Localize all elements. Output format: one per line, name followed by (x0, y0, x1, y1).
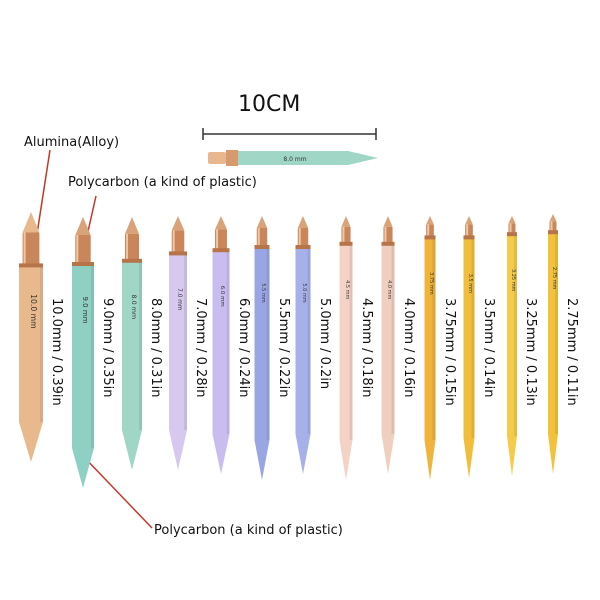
polycarbon-top-label: Polycarbon (a kind of plastic) (68, 175, 257, 190)
needle-marking: 3.5 mm (467, 274, 473, 293)
scale-label: 10CM (238, 92, 301, 117)
needle-10: 3.75 mm (424, 216, 436, 480)
polycarbon-bottom-label: Polycarbon (a kind of plastic) (154, 523, 343, 538)
needle-13: 2.75 mm (548, 214, 558, 474)
needle-marking: 5.0 mm (301, 283, 307, 302)
needle-marking: 8.0 mm (130, 294, 138, 319)
needle-5: 6.0 mm (212, 216, 230, 474)
needle-marking: 9.0 mm (81, 296, 90, 323)
needle-4: 7.0 mm (169, 216, 187, 470)
needle-marking: 4.0 mm (386, 280, 392, 299)
needle-marking: 6.0 mm (219, 286, 225, 307)
needle-size-label: 7.0mm / 0.28in (193, 298, 208, 398)
needle-1: 10.0 mm (19, 212, 43, 462)
needle-size-label: 10.0mm / 0.39in (49, 298, 64, 406)
needle-9: 4.0 mm (381, 216, 395, 474)
needle-size-label: 3.5mm / 0.14in (480, 298, 496, 398)
needle-12: 3.25 mm (507, 216, 517, 476)
needle-3: 8.0 mm (122, 217, 142, 470)
needle-size-label: 8.0mm / 0.31in (148, 298, 163, 398)
needle-6: 5.5 mm (254, 216, 270, 480)
needle-marking: 5.5 mm (260, 283, 266, 302)
sample-needle (208, 150, 378, 166)
alloy-label: Alumina(Alloy) (24, 135, 120, 150)
sample-needle-marking: 8.0 mm (283, 156, 306, 163)
needle-size-label: 3.25mm / 0.13in (523, 298, 538, 406)
needle-marking: 4.5 mm (344, 280, 350, 299)
needle-marking: 10.0 mm (29, 294, 38, 328)
scale-bar (202, 128, 377, 140)
needle-11: 3.5 mm (463, 216, 475, 478)
needle-size-label: 5.5mm / 0.22in (275, 298, 291, 398)
needle-size-label: 2.75mm / 0.11in (564, 298, 579, 406)
needle-8: 4.5 mm (339, 216, 353, 480)
needle-marking: 3.25 mm (510, 269, 516, 292)
needle-marking: 3.75 mm (428, 272, 434, 295)
needle-size-label: 4.5mm / 0.18in (358, 298, 374, 398)
needle-marking: 7.0 mm (176, 288, 182, 311)
needle-size-label: 4.0mm / 0.16in (400, 298, 416, 398)
needle-group: 10.0 mm 9.0 mm 8.0 mm 7.0 mm 6.0 mm 5.5 mm 5.0… (19, 212, 558, 488)
needle-size-label: 6.0mm / 0.24in (235, 298, 251, 398)
needle-2: 9.0 mm (72, 217, 94, 488)
needle-marking: 2.75 mm (551, 267, 557, 290)
needle-size-label: 5.0mm / 0.2in (316, 298, 332, 390)
needle-size-label: 9.0mm / 0.35in (100, 298, 115, 398)
polycarbon-bottom-pointer-line (81, 454, 153, 529)
needle-size-label: 3.75mm / 0.15in (441, 298, 457, 406)
needle-7: 5.0 mm (295, 216, 311, 474)
